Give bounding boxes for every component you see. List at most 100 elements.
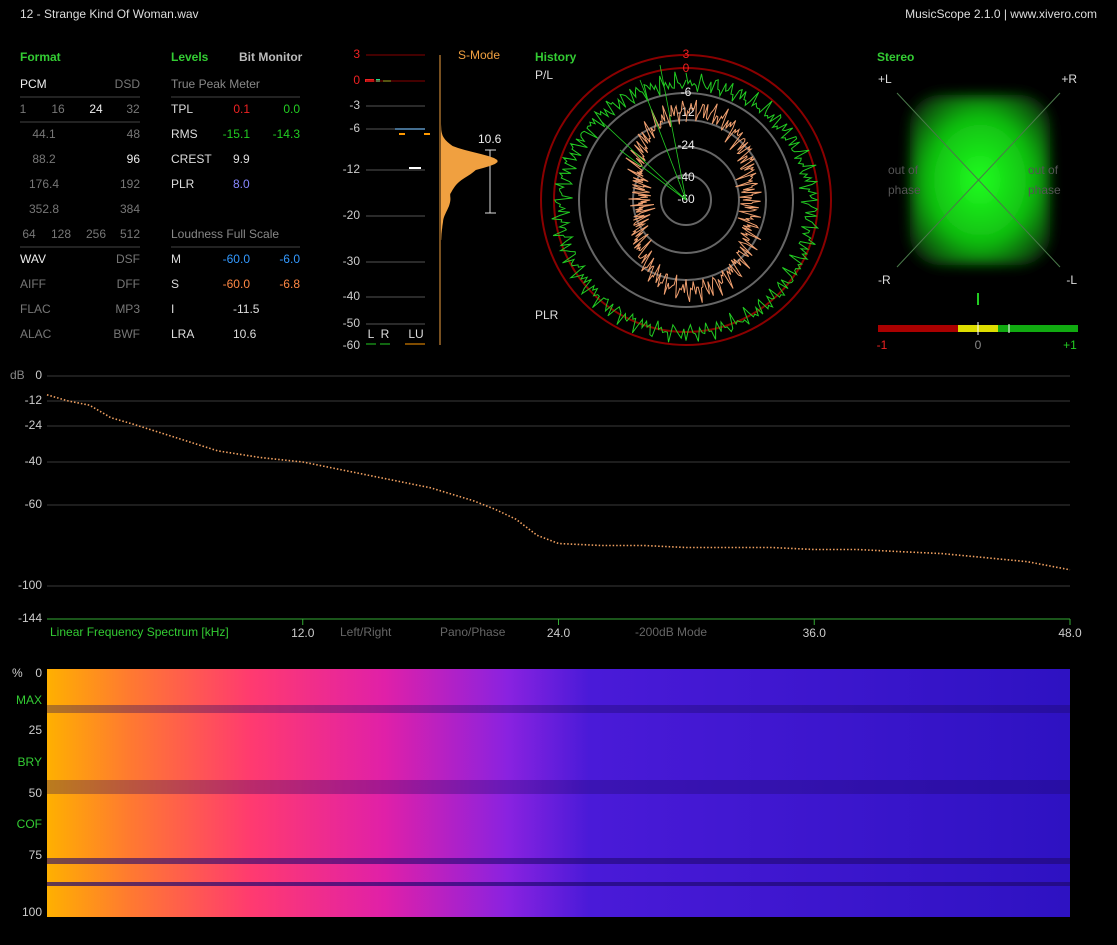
format-option: 352.8 [29,202,59,216]
spectrogram-label: BRY [18,755,42,769]
y-tick-label: -24 [25,418,43,432]
format-option: BWF [113,327,140,341]
format-option: 16 [51,102,65,116]
format-option: 128 [51,227,71,241]
y-tick-label: -100 [18,578,42,592]
spectrogram-label: COF [17,817,42,831]
level-value: -6.8 [279,277,300,291]
spectrogram-unit: % [12,666,23,680]
meter-scale-label: -40 [343,289,361,303]
format-option: 48 [127,127,141,141]
spectrogram-label: 100 [22,905,42,919]
level-marker [409,167,421,169]
ring-label: -24 [677,138,695,152]
mode-button[interactable]: Left/Right [340,625,392,639]
meter-scale-label: -20 [343,208,361,222]
level-label: PLR [171,177,195,191]
spectrogram-band [47,705,1070,713]
spectrogram-label: MAX [16,693,42,707]
history-peak-trace [551,71,820,343]
stereo-corner: +L [878,72,892,86]
x-tick-label: 24.0 [547,626,571,640]
phase-label: out of [888,163,919,177]
spectrogram-band [47,882,1070,886]
level-value: 9.9 [233,152,250,166]
meter-scale-label: 3 [353,47,360,61]
panel-title: Levels [171,50,209,64]
lra-value: 10.6 [478,132,502,146]
history-ring [540,54,832,346]
meter-channel: R [381,327,390,341]
format-option: AIFF [20,277,46,291]
meter-scale-label: -3 [349,98,360,112]
correlation-bar [878,325,958,332]
ring-label: 3 [683,47,690,61]
file-title: 12 - Strange Kind Of Woman.wav [20,7,199,21]
mode-button[interactable]: -200dB Mode [635,625,707,639]
spectrogram-label: 75 [29,848,43,862]
level-value: 10.6 [233,327,257,341]
history-ring [553,67,819,333]
decorations [47,54,1078,917]
format-option: 32 [126,102,140,116]
stereo-diagonal [896,92,1061,268]
level-value: 8.0 [233,177,250,191]
panel-title: History [535,50,577,64]
format-option: DSF [116,252,140,266]
history-ring [578,92,794,308]
meter-channel: L [368,327,375,341]
level-value: 0.1 [233,102,250,116]
format-option: 176.4 [29,177,59,191]
spectrogram-label: 50 [29,786,43,800]
history-peak-spikes [599,64,687,201]
panel-title: Format [20,50,61,64]
level-label: S [171,277,179,291]
spectrogram-band [47,780,1070,794]
mode-button[interactable]: Pano/Phase [440,625,506,639]
panel-title: Stereo [877,50,914,64]
meter-channel: LU [408,327,423,341]
section-heading: True Peak Meter [171,77,260,91]
y-tick-label: -144 [18,611,42,625]
meter-scale-label: -6 [349,121,360,135]
format-option: MP3 [115,302,140,316]
history-loudness-trace [625,99,762,303]
spectrogram-label: 0 [35,666,42,680]
ring-label: -40 [677,170,695,184]
format-option: 88.2 [32,152,56,166]
level-marker [399,133,405,135]
spectrogram-band [47,858,1070,864]
level-label: TPL [171,102,193,116]
meter-mode: S-Mode [458,48,500,62]
ring-label: 0 [683,61,690,75]
format-option: 192 [120,177,140,191]
level-value: 0.0 [283,102,300,116]
app-title: MusicScope 2.1.0 | www.xivero.com [905,7,1097,21]
level-label: CREST [171,152,212,166]
spectrogram [47,669,1070,917]
history-label: P/L [535,68,553,82]
ring-label: -6 [681,85,692,99]
format-option: DFF [117,277,140,291]
format-option: 24 [89,102,103,116]
correlation-bar [998,325,1078,332]
meter-scale-label: -60 [343,338,361,352]
format-option: 512 [120,227,140,241]
stereo-corner: -L [1066,273,1077,287]
y-tick-label: -12 [25,393,43,407]
format-option: 256 [86,227,106,241]
history-ring [632,146,740,254]
y-tick-label: 0 [35,368,42,382]
meter-scale-label: 0 [353,73,360,87]
x-tick-label: 12.0 [291,626,315,640]
panel-tab: Bit Monitor [239,50,303,64]
format-option: DSD [115,77,141,91]
format-option: 384 [120,202,140,216]
phase-label: phase [888,183,921,197]
y-unit: dB [10,368,25,382]
meter-scale-label: -50 [343,316,361,330]
meter-scale-label: -12 [343,162,361,176]
level-value: -6.0 [279,252,300,266]
